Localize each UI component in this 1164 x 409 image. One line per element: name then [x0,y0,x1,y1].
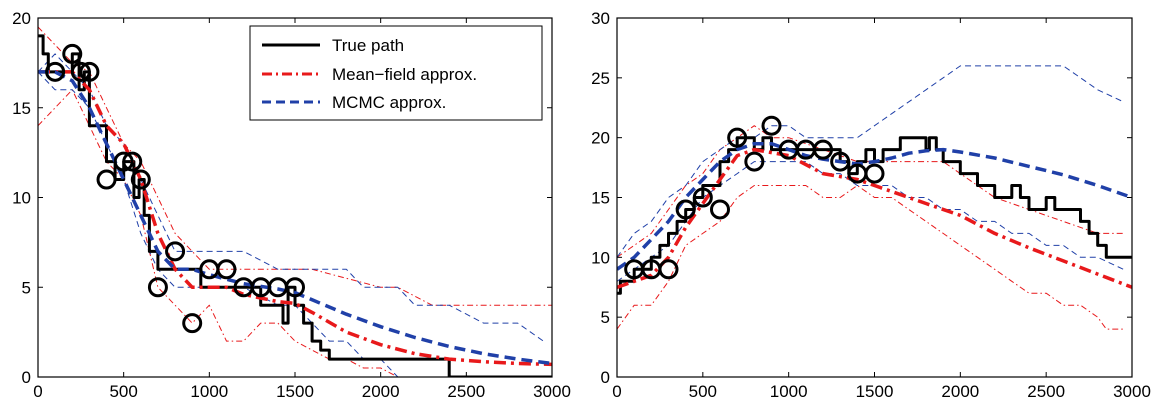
mean-field-mean-line [617,147,1132,289]
x-tick-label: 2500 [447,382,485,401]
observation-point [165,241,186,262]
observation-point [70,61,91,82]
legend-label-mcmc: MCMC approx. [332,93,446,112]
mean-field-lower-bound-line [38,89,399,377]
mcmc-mean-line [38,70,552,366]
x-tick-label: 500 [689,382,717,401]
legend-label-mean-field: Mean−field approx. [332,65,477,84]
x-tick-label: 3000 [533,382,571,401]
y-tick-label: 10 [12,189,31,208]
legend-box [249,25,543,121]
x-tick-label: 2000 [362,382,400,401]
y-tick-label: 25 [591,69,610,88]
legend: True path Mean−field approx. MCMC approx… [249,25,543,121]
true-path-line [38,34,552,377]
observation-point [285,277,305,298]
x-tick-label: 2000 [941,382,979,401]
left-panel-plot: 0 500 1000 1500 2000 2500 3000 0 5 10 15 20 [12,9,571,401]
x-tick-label: 3000 [1113,382,1151,401]
x-tick-label: 0 [612,382,621,401]
mcmc-upper-bound-line [617,65,1124,258]
x-tick-label: 1000 [770,382,808,401]
right-panel-plot: 0 500 1000 1500 2000 2500 3000 0 5 10 15 20 25 30 [591,9,1151,401]
observation-point [727,127,748,148]
y-tick-label: 5 [22,278,31,297]
observation-point [864,163,885,184]
mean-field-upper-bound-line [617,125,1124,258]
y-tick-label: 0 [22,368,31,387]
observation-point [216,259,237,280]
observation-point [79,61,100,82]
observation-point [182,313,203,334]
observation-point [113,151,134,172]
observation-point [147,277,168,298]
x-tick-label: 1000 [190,382,228,401]
observation-point [710,199,730,220]
mean-field-upper-bound-line [38,26,552,306]
series-group [617,65,1132,330]
observation-point [692,187,713,208]
y-tick-label: 30 [591,9,610,28]
y-tick-label: 15 [591,189,610,208]
observation-point [122,151,143,172]
observation-point [830,151,851,172]
series-group [38,26,552,377]
y-tick-label: 0 [601,368,610,387]
y-tick-label: 5 [601,308,610,327]
observation-point [130,169,151,190]
y-tick-label: 15 [12,99,31,118]
observation-point [96,169,117,190]
x-tick-label: 500 [109,382,137,401]
x-tick-label: 0 [33,382,42,401]
y-tick-label: 20 [12,9,31,28]
mcmc-lower-bound-line [617,161,1124,282]
observation-point [62,43,83,64]
x-tick-label: 2500 [1027,382,1065,401]
observation-point [813,139,833,160]
x-tick-label: 1500 [856,382,894,401]
observation-point [675,199,696,220]
y-tick-label: 20 [591,129,610,148]
legend-label-true-path: True path [332,36,404,55]
mean-field-lower-bound-line [617,185,1124,330]
x-tick-label: 1500 [276,382,314,401]
observation-point [658,259,679,280]
mcmc-mean-line [617,141,1132,271]
y-tick-label: 10 [591,248,610,267]
observation-point [45,61,66,82]
observation-point [761,115,782,136]
observation-point [744,151,765,172]
